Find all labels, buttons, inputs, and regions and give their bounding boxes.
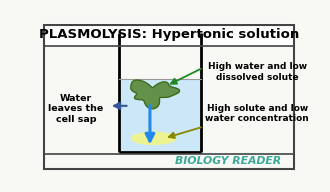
Ellipse shape — [131, 132, 177, 145]
Text: Water
leaves the
cell sap: Water leaves the cell sap — [48, 94, 103, 124]
Polygon shape — [131, 80, 180, 109]
Text: PLASMOLYSIS: Hypertonic solution: PLASMOLYSIS: Hypertonic solution — [39, 28, 299, 41]
Text: High solute and low
water concentration: High solute and low water concentration — [206, 103, 309, 123]
Text: High water and low
dissolved solute: High water and low dissolved solute — [208, 62, 307, 82]
Text: BIOLOGY READER: BIOLOGY READER — [175, 156, 281, 166]
Bar — [44, 23, 294, 46]
Bar — [119, 79, 201, 152]
